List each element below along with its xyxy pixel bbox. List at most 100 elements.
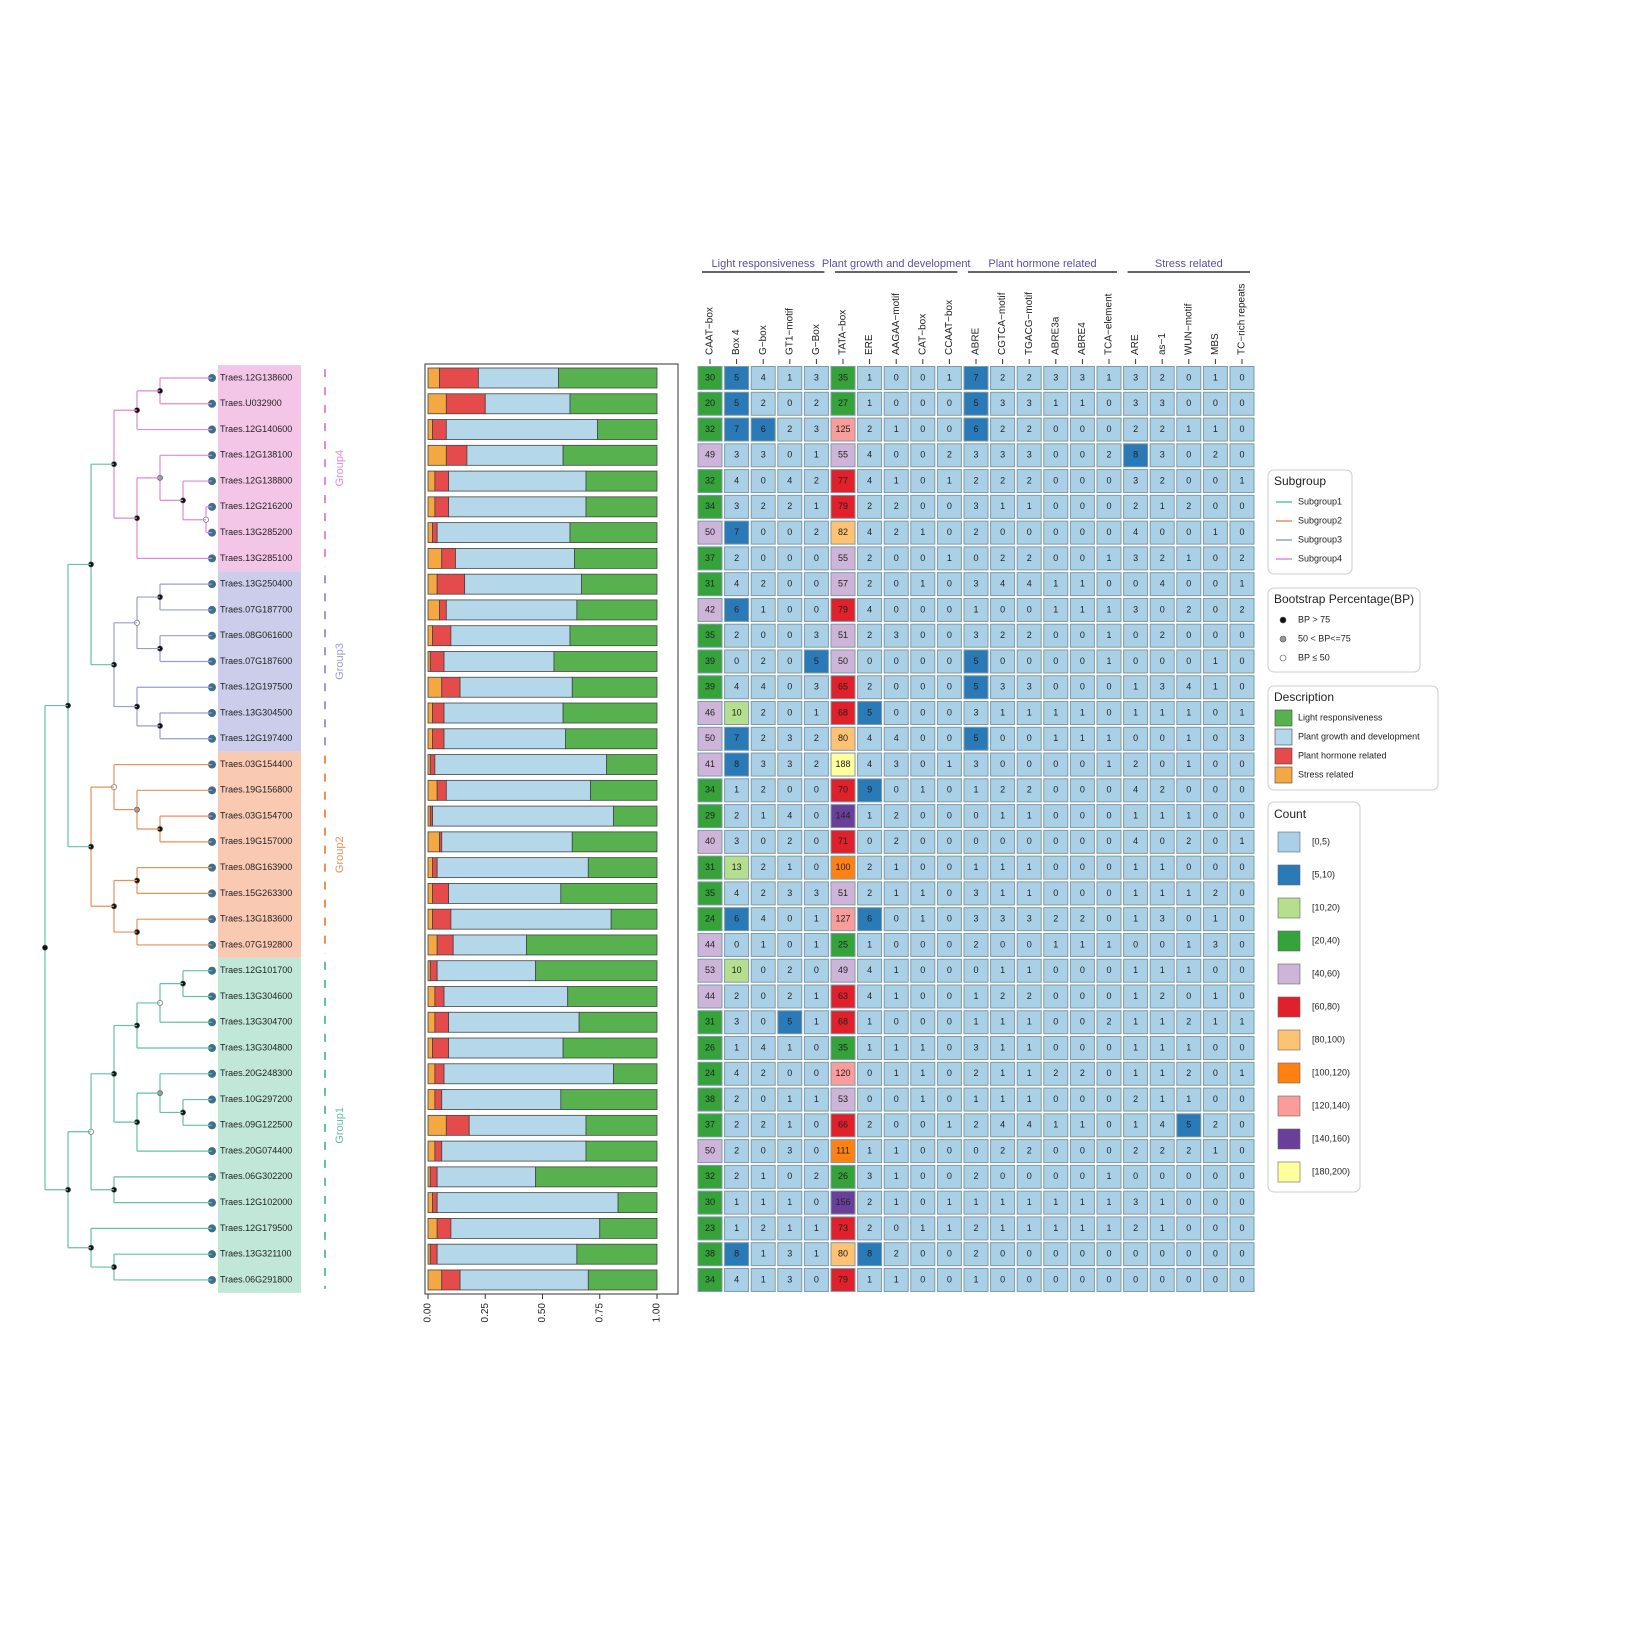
heat-cell xyxy=(724,1164,750,1189)
cell-label: 0 xyxy=(973,553,978,563)
cell-label: 0 xyxy=(761,836,766,846)
cell-label: 1 xyxy=(1106,630,1111,640)
cell-label: 0 xyxy=(1239,682,1244,692)
cell-label: 0 xyxy=(1053,450,1058,460)
heat-cell xyxy=(830,623,856,648)
heat-cell xyxy=(936,1113,962,1138)
heat-cell xyxy=(750,1061,776,1086)
cell-label: 0 xyxy=(894,1120,899,1130)
cell-label: 2 xyxy=(1186,836,1191,846)
heat-cell xyxy=(883,1267,909,1292)
heat-cell xyxy=(697,675,723,700)
heat-cell xyxy=(936,701,962,726)
cell-label: 0 xyxy=(1160,1249,1165,1259)
cell-label: 1 xyxy=(1133,1068,1138,1078)
cell-label: 4 xyxy=(1000,579,1005,589)
cell-label: 3 xyxy=(761,450,766,460)
heat-cell xyxy=(1176,1036,1202,1061)
heat-cell xyxy=(830,1242,856,1267)
cell-label: 0 xyxy=(1239,1197,1244,1207)
bar-segment xyxy=(441,1269,461,1291)
heat-cell xyxy=(1149,752,1175,777)
cell-label: 0 xyxy=(1053,1274,1058,1284)
cell-label: 2 xyxy=(973,1223,978,1233)
heat-cell xyxy=(1096,1061,1122,1086)
bar-segment xyxy=(445,444,468,466)
cell-label: 2 xyxy=(1133,1223,1138,1233)
heat-cell xyxy=(1016,726,1042,751)
cell-label: 2 xyxy=(867,682,872,692)
cell-label: 3 xyxy=(1160,398,1165,408)
heat-cell xyxy=(883,1010,909,1035)
heat-cell xyxy=(910,1139,936,1164)
gene-label: Traes.08G163900 xyxy=(220,862,292,872)
cell-label: 144 xyxy=(835,810,850,820)
heat-cell xyxy=(803,366,829,390)
cell-label: 0 xyxy=(894,579,899,589)
heat-cell xyxy=(1202,1061,1228,1086)
heat-cell xyxy=(910,546,936,571)
cell-label: 2 xyxy=(761,501,766,511)
heat-cell xyxy=(936,469,962,494)
cell-label: 34 xyxy=(705,785,715,795)
cell-label: 1 xyxy=(1133,1120,1138,1130)
heat-cell xyxy=(1069,494,1095,519)
cell-label: 0 xyxy=(1133,1171,1138,1181)
bar-segment xyxy=(427,857,433,879)
bar-segment xyxy=(574,547,658,569)
heat-cell xyxy=(803,623,829,648)
heat-cell xyxy=(1069,932,1095,957)
heat-cell xyxy=(697,726,723,751)
cell-label: 0 xyxy=(947,785,952,795)
heat-cell xyxy=(1096,701,1122,726)
cell-label: 0 xyxy=(920,810,925,820)
cell-label: 0 xyxy=(814,1068,819,1078)
cell-label: 1 xyxy=(1239,475,1244,485)
gene-label: Traes.13G304800 xyxy=(220,1042,292,1052)
legend-label: [180,200) xyxy=(1312,1166,1350,1176)
cell-label: 31 xyxy=(705,579,715,589)
gene-label: Traes.12G101700 xyxy=(220,965,292,975)
heat-cell xyxy=(750,1242,776,1267)
heat-cell xyxy=(1176,958,1202,983)
gene-label: Traes.13G250400 xyxy=(220,579,292,589)
cell-label: 79 xyxy=(838,1274,848,1284)
heat-cell xyxy=(1016,829,1042,854)
heat-cell xyxy=(910,701,936,726)
heat-cell xyxy=(803,1139,829,1164)
cell-label: 2 xyxy=(1000,372,1005,382)
heat-cell xyxy=(936,1190,962,1215)
cell-label: 1 xyxy=(894,965,899,975)
heat-cell xyxy=(857,1061,883,1086)
heat-cell xyxy=(1123,1139,1149,1164)
heat-cell xyxy=(910,829,936,854)
cell-label: 0 xyxy=(947,965,952,975)
cell-label: 0 xyxy=(814,1197,819,1207)
cell-label: 3 xyxy=(787,888,792,898)
cell-label: 3 xyxy=(1213,939,1218,949)
cell-label: 1 xyxy=(1027,1223,1032,1233)
cell-label: 2 xyxy=(1133,501,1138,511)
heat-cell xyxy=(1016,623,1042,648)
cell-label: 0 xyxy=(1239,450,1244,460)
bar-segment xyxy=(427,676,443,698)
heat-cell xyxy=(1229,1036,1255,1061)
heat-cell xyxy=(1016,443,1042,468)
cell-label: 3 xyxy=(1133,398,1138,408)
cell-label: 50 xyxy=(705,1145,715,1155)
cell-label: 0 xyxy=(1106,914,1111,924)
heat-cell xyxy=(830,778,856,803)
cell-label: 0 xyxy=(1239,965,1244,975)
cell-label: 35 xyxy=(838,372,848,382)
heat-cell xyxy=(1202,520,1228,545)
heat-cell xyxy=(990,907,1016,932)
heat-cell xyxy=(1069,1190,1095,1215)
heat-cell xyxy=(883,984,909,1009)
cell-label: 0 xyxy=(1239,424,1244,434)
cell-label: 0 xyxy=(761,553,766,563)
bar-segment xyxy=(535,960,658,982)
cell-label: 0 xyxy=(1080,424,1085,434)
heat-cell xyxy=(1043,907,1069,932)
cell-label: 2 xyxy=(814,527,819,537)
cell-label: 1 xyxy=(761,604,766,614)
